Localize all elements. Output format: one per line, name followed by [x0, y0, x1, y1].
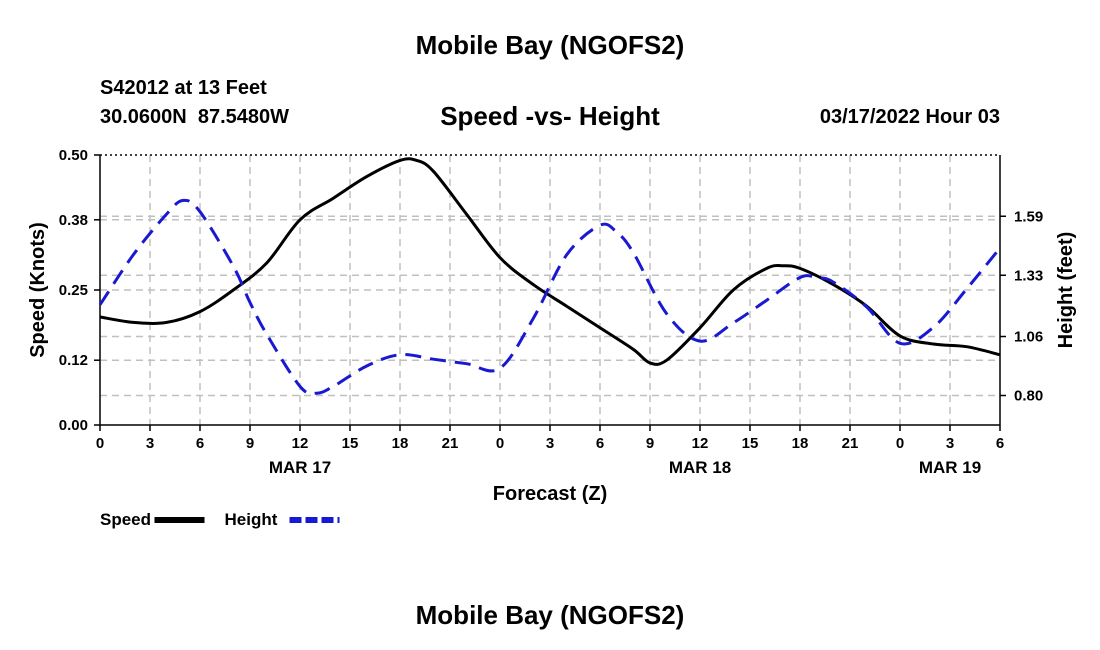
x-tick-label: 6 [196, 435, 204, 452]
x-tick-label: 0 [896, 435, 904, 452]
y-left-axis-title: Speed (Knots) [27, 222, 49, 358]
x-tick-label: 3 [146, 435, 154, 452]
y-left-tick-label: 0.00 [59, 417, 88, 434]
x-tick-label: 12 [292, 435, 309, 452]
y-left-tick-label: 0.25 [59, 282, 88, 299]
x-tick-label: 21 [442, 435, 459, 452]
x-tick-label: 6 [996, 435, 1004, 452]
y-left-tick-label: 0.12 [59, 352, 88, 369]
x-axis-title: Forecast (Z) [493, 483, 607, 505]
x-tick-label: 3 [946, 435, 954, 452]
y-right-tick-label: 1.59 [1014, 208, 1043, 225]
x-tick-label: 0 [96, 435, 104, 452]
y-right-axis-title: Height (feet) [1055, 232, 1077, 349]
x-tick-label: 3 [546, 435, 554, 452]
chart-title: Speed -vs- Height [440, 101, 660, 131]
y-right-tick-label: 0.80 [1014, 388, 1043, 405]
footer-title: Mobile Bay (NGOFS2) [415, 600, 685, 630]
series-line-speed [99, 157, 1001, 366]
day-label: MAR 18 [669, 458, 731, 477]
day-label: MAR 17 [269, 458, 331, 477]
legend-label-height: Height [225, 510, 278, 529]
page-title: Mobile Bay (NGOFS2) [415, 30, 685, 60]
forecast-date: 03/17/2022 Hour 03 [819, 106, 1000, 128]
legend-label-speed: Speed [100, 510, 151, 529]
coordinates-label: 30.0600N 87.5480W [100, 106, 290, 128]
series-line-height [98, 198, 1002, 396]
x-tick-label: 0 [496, 435, 504, 452]
y-right-tick-label: 1.06 [1014, 329, 1043, 346]
y-left-tick-label: 0.50 [59, 147, 88, 164]
x-tick-label: 15 [342, 435, 359, 452]
day-label: MAR 19 [919, 458, 981, 477]
y-left-tick-label: 0.38 [59, 212, 88, 229]
station-label: S42012 at 13 Feet [100, 77, 267, 99]
x-tick-label: 6 [596, 435, 604, 452]
x-tick-label: 18 [792, 435, 809, 452]
x-tick-label: 18 [392, 435, 409, 452]
x-tick-label: 15 [742, 435, 759, 452]
x-tick-label: 21 [842, 435, 859, 452]
x-tick-label: 9 [246, 435, 254, 452]
y-right-tick-label: 1.33 [1014, 267, 1043, 284]
x-tick-label: 12 [692, 435, 709, 452]
x-tick-label: 9 [646, 435, 654, 452]
